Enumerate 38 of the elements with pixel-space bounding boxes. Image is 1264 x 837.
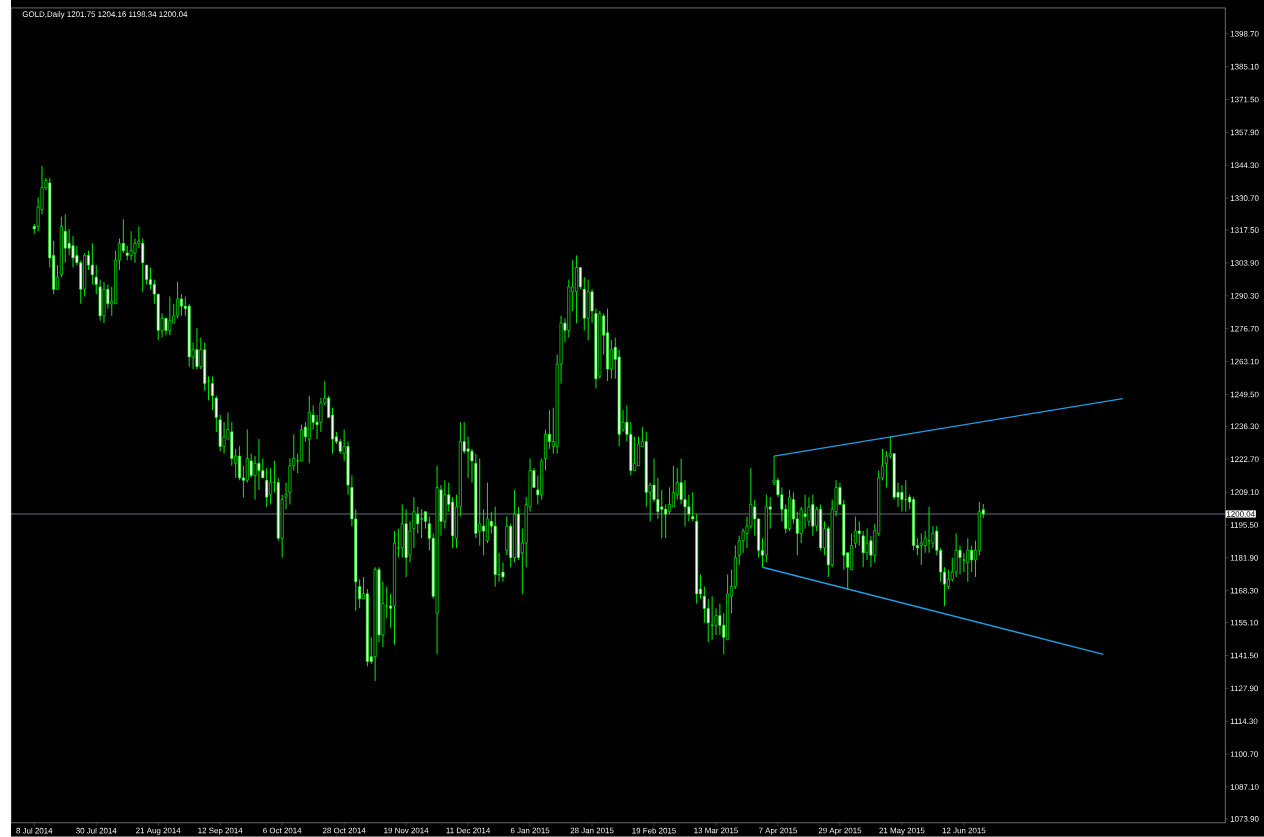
candlestick (416, 506, 420, 535)
candlestick (578, 267, 582, 290)
candlestick (168, 296, 172, 336)
candlestick (633, 436, 637, 472)
candlestick (238, 446, 242, 481)
candlestick (853, 516, 857, 549)
candlestick (811, 494, 815, 537)
candlestick (865, 528, 869, 561)
candlestick (671, 465, 675, 508)
candlestick (269, 467, 273, 506)
candlestick (145, 264, 149, 286)
candlestick (482, 508, 486, 556)
candlestick (222, 421, 226, 455)
candlestick (485, 482, 489, 544)
candlestick (884, 450, 888, 489)
candlestick (129, 230, 133, 261)
candlestick (664, 504, 668, 539)
candlestick (90, 243, 94, 286)
candlestick (966, 537, 970, 583)
candlestick (637, 436, 641, 467)
candlestick (958, 545, 962, 576)
candlestick (900, 484, 904, 513)
candlestick (962, 552, 966, 573)
candlestick (702, 586, 706, 624)
candlestick (954, 533, 958, 578)
candlestick (660, 489, 664, 539)
candlestick (210, 376, 214, 411)
candlestick (265, 467, 269, 508)
candlestick (668, 487, 671, 515)
candlestick (195, 327, 199, 370)
candlestick (466, 436, 470, 479)
candlestick (257, 438, 261, 491)
candlestick (807, 496, 811, 527)
candlestick (919, 533, 923, 566)
candlestick (970, 545, 974, 573)
candlestick (803, 494, 807, 530)
candlestick (946, 569, 950, 590)
candlestick (179, 293, 183, 317)
